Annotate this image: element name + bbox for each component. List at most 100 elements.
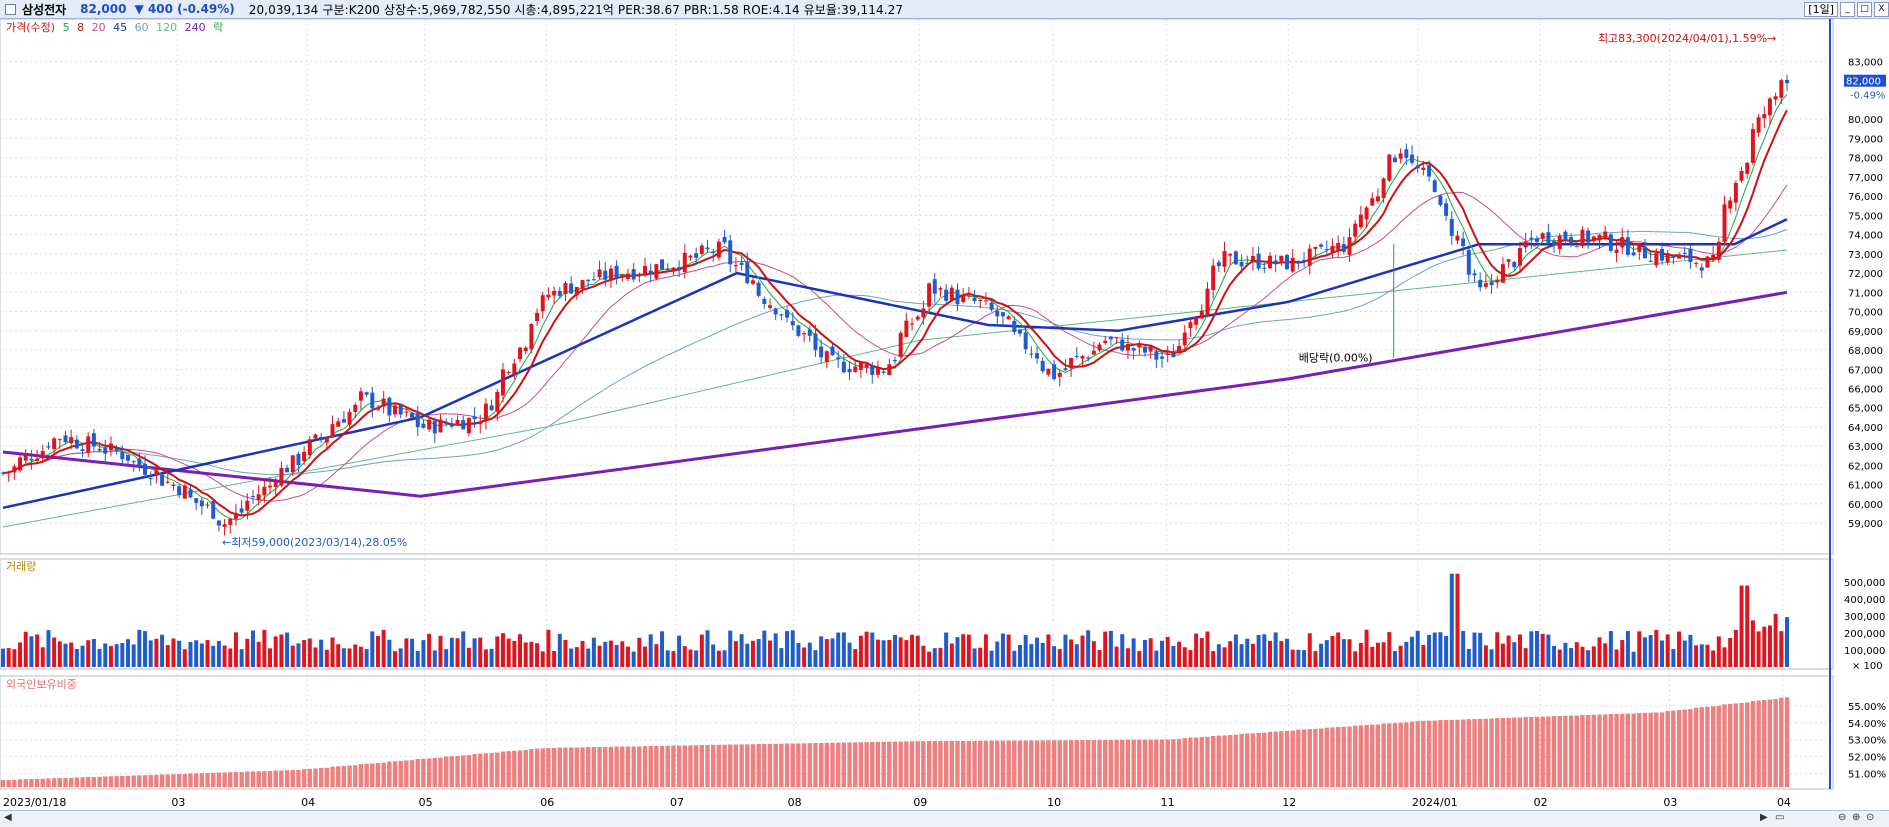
foreign-ratio-bar	[546, 747, 551, 788]
chart-area[interactable]: 59,000 60,000 61,000 62,000 63,000 64,000 65,0…	[0, 19, 1889, 810]
candle-body	[1091, 350, 1096, 355]
foreign-ratio-bar	[125, 775, 131, 788]
candle-body	[1188, 322, 1193, 329]
foreign-legend[interactable]: 외국인보유비중	[6, 678, 77, 691]
volume-bar	[1063, 634, 1068, 667]
volume-bar	[921, 645, 926, 667]
volume-bar	[858, 635, 863, 667]
foreign-panel-frame	[0, 675, 1834, 790]
foreign-ratio-bar	[205, 773, 210, 788]
volume-bar	[1114, 646, 1119, 667]
volume-bar	[540, 651, 545, 667]
volume-legend[interactable]: 거래량	[6, 560, 37, 573]
volume-bar	[1523, 648, 1528, 667]
volume-bar	[279, 634, 284, 667]
candle-body	[887, 364, 892, 376]
foreign-ratio-bar	[137, 775, 142, 788]
candle-body	[143, 463, 148, 475]
volume-bar	[1319, 643, 1324, 667]
volume-bar	[722, 650, 727, 667]
candle-body	[1699, 267, 1704, 271]
candle-body	[80, 449, 85, 452]
candle-body	[1779, 80, 1784, 98]
foreign-ratio-bar	[108, 776, 114, 788]
foreign-ratio-bar	[767, 743, 773, 788]
price-tick-label: 73,000	[1848, 250, 1883, 261]
candle-body	[1478, 279, 1483, 288]
volume-bar	[1239, 644, 1244, 667]
legend-ma20[interactable]: 20	[91, 21, 106, 34]
volume-bar	[319, 639, 324, 667]
candle-body	[506, 371, 511, 373]
foreign-ratio-bar	[216, 772, 222, 788]
scroll-right-icon[interactable]: ▶	[1760, 812, 1768, 823]
volume-bar	[63, 643, 68, 667]
foreign-ratio-bar	[250, 771, 256, 788]
foreign-ratio-bar	[790, 743, 795, 788]
foreign-ratio-bar	[1245, 733, 1250, 788]
legend-ma240[interactable]: 240	[184, 21, 206, 34]
legend-ma5[interactable]: 5	[62, 21, 70, 34]
candle-body	[535, 312, 540, 321]
period-button[interactable]: [1일]	[1804, 1, 1838, 17]
foreign-ratio-bar	[1381, 723, 1386, 788]
candle-body	[1012, 320, 1017, 333]
candle-body	[1256, 253, 1261, 269]
candle-body	[114, 448, 119, 452]
foreign-ratio-bar	[239, 772, 244, 788]
foreign-ratio-bar	[784, 743, 790, 788]
volume-bar	[1546, 634, 1551, 667]
stock-name[interactable]: 삼성전자	[22, 2, 67, 17]
candle-body	[983, 300, 988, 302]
foreign-ratio-bar	[1256, 733, 1261, 788]
volume-bar	[1142, 639, 1147, 667]
bottom-scrollbar[interactable]: ◀ ▶ ▭ ⊖ ⊕ ⊙	[0, 810, 1889, 827]
candle-body	[69, 436, 74, 444]
foreign-ratio-bar	[392, 761, 398, 788]
legend-ma60[interactable]: 60	[134, 21, 149, 34]
ma20-line	[2, 184, 1788, 502]
zoom-reset-icon[interactable]: ⊙	[1866, 812, 1875, 823]
candle-body	[1648, 260, 1653, 262]
scroll-left-icon[interactable]: ◀	[4, 812, 12, 823]
legend-rak[interactable]: 락	[213, 21, 224, 34]
foreign-ratio-bar	[6, 779, 11, 788]
foreign-ratio-bar	[1040, 740, 1045, 788]
maximize-button[interactable]: □	[1857, 1, 1872, 17]
foreign-ratio-bar	[796, 743, 801, 788]
candle-body	[228, 518, 233, 525]
candle-body	[1142, 346, 1147, 353]
foreign-ratio-bar	[1273, 731, 1278, 788]
candle-body	[1637, 243, 1642, 252]
candle-body	[296, 453, 301, 466]
volume-bar	[1120, 634, 1125, 667]
volume-bar	[898, 637, 903, 667]
legend-price[interactable]: 가격(수정)	[6, 21, 56, 34]
legend-ma8[interactable]: 8	[77, 21, 85, 34]
title-bar: 삼성전자 82,000 ▼ 400 (-0.49%) 20,039,134 구분…	[0, 0, 1889, 19]
candle-body	[1642, 246, 1647, 259]
candle-body	[1750, 129, 1755, 163]
zoom-in-icon[interactable]: ⊕	[1852, 812, 1861, 823]
foreign-ratio-bar	[262, 771, 267, 788]
volume-bar	[563, 639, 568, 667]
volume-bar	[1586, 650, 1591, 667]
volume-bar	[1035, 637, 1040, 667]
legend-ma45[interactable]: 45	[113, 21, 128, 34]
foreign-ratio-bar	[1512, 717, 1517, 788]
candle-body	[1688, 248, 1693, 263]
volume-bar	[1205, 631, 1210, 667]
scroll-track-icon[interactable]: ▭	[1775, 812, 1785, 823]
volume-bar	[336, 644, 341, 667]
volume-bar	[1699, 644, 1704, 667]
legend-ma120[interactable]: 120	[156, 21, 178, 34]
foreign-ratio-bar	[1682, 709, 1687, 788]
minimize-button[interactable]: _	[1840, 1, 1855, 17]
close-button[interactable]: X	[1874, 1, 1889, 17]
volume-bar	[1779, 631, 1784, 667]
volume-bar	[1398, 645, 1403, 667]
price-tick-label: 63,000	[1848, 442, 1883, 453]
zoom-out-icon[interactable]: ⊖	[1838, 812, 1847, 823]
volume-bar	[768, 640, 772, 667]
volume-bar	[256, 641, 261, 667]
